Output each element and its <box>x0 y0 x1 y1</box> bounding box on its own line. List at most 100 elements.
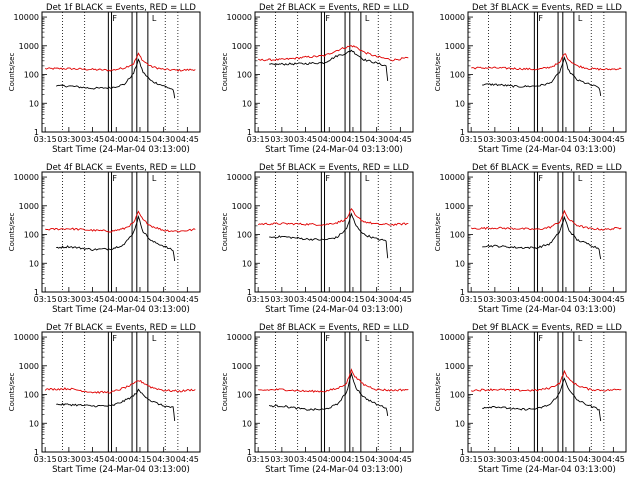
plot-frame <box>41 331 201 453</box>
events-series-line <box>482 215 602 260</box>
y-tick-label: 10 <box>455 99 465 108</box>
bracket-label: L <box>365 334 370 343</box>
panel-title: Det 9f BLACK = Events, RED = LLD <box>472 323 622 333</box>
y-tick-label: 1000 <box>19 202 39 211</box>
x-axis-label: Start Time (24-Mar-04 03:13:00) <box>478 145 616 155</box>
x-tick-label: 04:15 <box>554 135 577 144</box>
x-tick-label: 04:15 <box>128 295 151 304</box>
events-series-line <box>56 215 176 262</box>
x-tick-label: 04:45 <box>389 295 412 304</box>
x-tick-label: 03:45 <box>507 455 530 464</box>
plot-frame <box>467 171 627 293</box>
lld-series-line <box>45 210 196 233</box>
y-axis-label: Counts/sec <box>221 213 229 252</box>
panel-title: Det 5f BLACK = Events, RED = LLD <box>259 163 409 173</box>
x-tick-label: 04:45 <box>602 455 625 464</box>
panel-title: Det 6f BLACK = Events, RED = LLD <box>472 163 622 173</box>
events-series-line <box>482 377 602 422</box>
plot-frame <box>467 331 627 453</box>
x-axis-label: Start Time (24-Mar-04 03:13:00) <box>52 305 190 315</box>
y-tick-label: 1 <box>34 128 39 137</box>
y-tick-label: 10000 <box>227 173 252 182</box>
y-tick-label: 10 <box>242 99 252 108</box>
x-tick-label: 04:45 <box>176 135 199 144</box>
x-tick-label: 03:45 <box>294 135 317 144</box>
plot-frame <box>254 171 414 293</box>
x-tick-label: 04:45 <box>389 135 412 144</box>
x-tick-label: 04:00 <box>531 295 554 304</box>
x-tick-label: 04:30 <box>152 135 175 144</box>
x-tick-label: 04:15 <box>554 295 577 304</box>
plot-frame <box>41 11 201 133</box>
events-series-line <box>55 58 176 99</box>
x-tick-label: 04:00 <box>531 135 554 144</box>
y-tick-label: 10000 <box>227 13 252 22</box>
x-axis-label: Start Time (24-Mar-04 03:13:00) <box>52 465 190 475</box>
x-tick-label: 04:00 <box>105 295 128 304</box>
y-tick-label: 10000 <box>440 173 465 182</box>
lld-series-line <box>471 369 622 392</box>
x-axis-label: Start Time (24-Mar-04 03:13:00) <box>478 305 616 315</box>
x-tick-label: 04:45 <box>176 455 199 464</box>
lld-series-line <box>471 53 622 71</box>
bracket-label: F <box>325 174 330 183</box>
lld-series-line <box>44 52 196 72</box>
x-tick-label: 04:00 <box>105 135 128 144</box>
panel-title: Det 4f BLACK = Events, RED = LLD <box>46 163 196 173</box>
lld-series-line <box>258 368 409 393</box>
bracket-label: F <box>538 14 543 23</box>
x-tick-label: 04:15 <box>341 455 364 464</box>
x-tick-label: 04:00 <box>318 135 341 144</box>
y-tick-label: 10000 <box>14 333 39 342</box>
x-tick-label: 03:45 <box>294 455 317 464</box>
events-series-line <box>56 388 176 422</box>
events-series-line <box>269 49 389 81</box>
y-tick-label: 100 <box>237 231 252 240</box>
x-tick-label: 03:15 <box>247 295 270 304</box>
bracket-label: L <box>578 14 583 23</box>
y-axis-label: Counts/sec <box>8 213 16 252</box>
x-tick-label: 04:30 <box>365 135 388 144</box>
x-axis-label: Start Time (24-Mar-04 03:13:00) <box>52 145 190 155</box>
plot-frame <box>254 331 414 453</box>
events-series-line <box>268 371 389 416</box>
y-axis-label: Counts/sec <box>434 53 442 92</box>
y-tick-label: 1 <box>460 128 465 137</box>
bracket-label: F <box>112 174 117 183</box>
bracket-label: L <box>152 334 157 343</box>
x-tick-label: 03:15 <box>34 135 57 144</box>
x-tick-label: 03:45 <box>81 295 104 304</box>
x-axis-label: Start Time (24-Mar-04 03:13:00) <box>265 305 403 315</box>
y-tick-label: 100 <box>450 391 465 400</box>
x-tick-label: 04:30 <box>152 455 175 464</box>
bracket-label: L <box>152 14 157 23</box>
lld-series-line <box>470 209 622 231</box>
y-tick-label: 10000 <box>440 13 465 22</box>
bracket-label: L <box>578 334 583 343</box>
x-tick-label: 03:15 <box>460 455 483 464</box>
x-tick-label: 03:30 <box>483 295 506 304</box>
y-tick-label: 10000 <box>440 333 465 342</box>
plot-frame <box>467 11 627 133</box>
x-tick-label: 04:15 <box>128 135 151 144</box>
events-series-line <box>269 212 389 259</box>
y-tick-label: 1000 <box>445 362 465 371</box>
x-tick-label: 04:00 <box>105 455 128 464</box>
x-axis-label: Start Time (24-Mar-04 03:13:00) <box>265 465 403 475</box>
bracket-label: F <box>538 334 543 343</box>
y-axis-label: Counts/sec <box>221 53 229 92</box>
bracket-label: F <box>112 334 117 343</box>
events-series-line <box>482 56 602 96</box>
bracket-label: L <box>152 174 157 183</box>
x-tick-label: 03:45 <box>507 295 530 304</box>
y-tick-label: 100 <box>24 391 39 400</box>
y-tick-label: 10 <box>29 99 39 108</box>
x-tick-label: 03:30 <box>270 295 293 304</box>
